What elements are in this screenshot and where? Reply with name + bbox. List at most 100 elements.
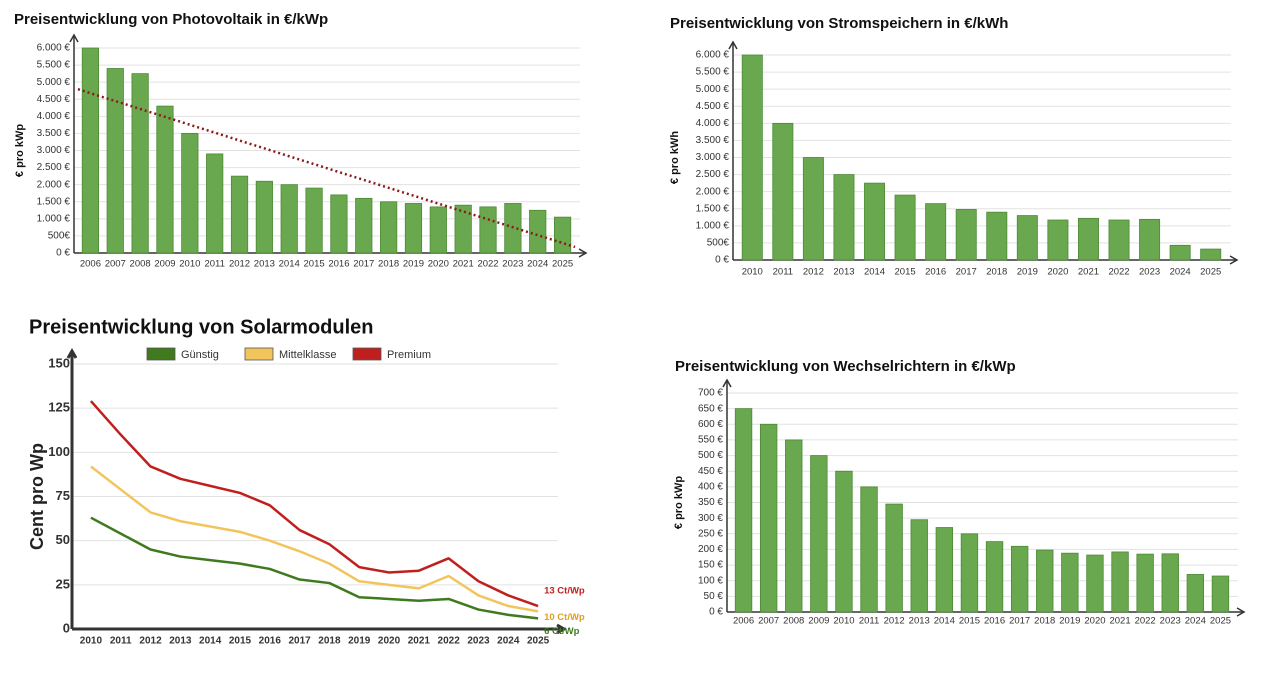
x-tick-label: 2025 [552, 259, 573, 270]
y-tick-label: 125 [48, 400, 70, 415]
y-tick-label: 0 € [715, 255, 729, 266]
y-tick-label: 5.500 € [37, 60, 71, 71]
bar [759, 423, 778, 613]
y-axis-arrow [66, 347, 78, 359]
y-tick-label: 3.000 € [37, 145, 71, 156]
y-axis-arrow [728, 40, 738, 50]
x-tick-label: 2011 [204, 259, 224, 270]
x-tick-label: 2011 [110, 636, 132, 647]
bar [1061, 552, 1079, 613]
bar [1016, 215, 1038, 261]
x-tick-label: 2023 [1160, 616, 1181, 627]
x-tick-label: 2014 [934, 616, 955, 627]
bar [1136, 553, 1154, 613]
x-tick-label: 2014 [864, 267, 885, 278]
x-tick-label: 2022 [1108, 267, 1129, 278]
y-tick-label: 150 € [698, 560, 723, 571]
legend-swatch [352, 347, 382, 361]
chart-title: Preisentwicklung von Solarmodulen [29, 316, 374, 338]
x-tick-label: 2021 [408, 636, 431, 647]
x-tick-label: 2010 [80, 636, 103, 647]
y-tick-label: 4.500 € [696, 101, 730, 112]
bar [156, 105, 174, 254]
x-tick-label: 2010 [833, 616, 854, 627]
x-tick-label: 2023 [467, 636, 490, 647]
bar [810, 455, 828, 613]
bar [106, 68, 124, 254]
x-tick-label: 2018 [378, 259, 399, 270]
x-axis-arrow [1229, 255, 1239, 265]
x-tick-label: 2022 [1135, 616, 1156, 627]
x-axis-arrow [1236, 607, 1246, 617]
end-label: 10 Ct/Wp [544, 612, 585, 623]
bar [305, 187, 323, 254]
bar [955, 209, 977, 261]
legend-label: Günstig [181, 349, 219, 361]
x-tick-label: 2013 [254, 259, 275, 270]
x-tick-label: 2025 [527, 636, 550, 647]
x-tick-label: 2018 [1034, 616, 1055, 627]
y-tick-label: 150 [48, 355, 70, 370]
bar [802, 157, 824, 261]
bar [785, 439, 803, 613]
end-label: 6 Ct/Wp [544, 626, 580, 637]
x-tick-label: 2013 [833, 267, 854, 278]
line [89, 400, 539, 608]
bar [380, 201, 398, 254]
bar [734, 408, 753, 613]
y-tick-label: 6.000 € [696, 50, 730, 61]
bar [910, 519, 928, 613]
x-tick-label: 2022 [438, 636, 461, 647]
x-tick-label: 2006 [733, 616, 754, 627]
y-tick-label: 400 € [698, 481, 723, 492]
x-axis-arrow [578, 248, 588, 258]
x-tick-label: 2012 [803, 267, 824, 278]
x-tick-label: 2012 [884, 616, 905, 627]
x-tick-label: 2021 [1109, 616, 1130, 627]
y-tick-label: 100 € [698, 575, 723, 586]
x-tick-label: 2017 [956, 267, 977, 278]
bar [454, 204, 472, 254]
x-axis-arrow [556, 623, 568, 635]
bar [280, 184, 298, 254]
legend-label: Premium [387, 349, 431, 361]
y-tick-label: 200 € [698, 544, 723, 555]
x-tick-label: 2019 [1017, 267, 1038, 278]
y-tick-label: 650 € [698, 403, 723, 414]
x-tick-label: 2021 [453, 259, 474, 270]
bar [1077, 217, 1099, 261]
bar [355, 197, 373, 254]
y-tick-label: 1.000 € [37, 213, 71, 224]
x-tick-label: 2021 [1078, 267, 1099, 278]
bar [255, 180, 273, 254]
bar [960, 533, 979, 613]
x-tick-label: 2008 [783, 616, 804, 627]
chart-title: Preisentwicklung von Photovoltaik in €/k… [14, 11, 328, 28]
y-tick-label: 4.000 € [37, 111, 71, 122]
bar [181, 133, 199, 254]
bar [1200, 248, 1222, 261]
x-tick-label: 2020 [378, 636, 401, 647]
bar [1047, 219, 1069, 261]
bar [833, 174, 855, 261]
bar [860, 486, 878, 613]
x-tick-label: 2009 [808, 616, 829, 627]
y-tick-label: 600 € [698, 419, 723, 430]
y-tick-label: 6.000 € [37, 43, 71, 54]
chart-title: Preisentwicklung von Wechselrichtern in … [675, 358, 1016, 375]
y-axis-arrow [722, 378, 732, 388]
x-tick-label: 2019 [403, 259, 424, 270]
y-tick-label: 2.500 € [696, 169, 730, 180]
y-axis-label: € pro kWp [14, 124, 26, 177]
x-tick-label: 2007 [105, 259, 126, 270]
bar [230, 175, 249, 254]
y-axis-label: Cent pro Wp [27, 443, 47, 550]
bar [894, 194, 916, 261]
bar [1186, 574, 1205, 613]
line [90, 465, 539, 613]
bar [986, 211, 1008, 261]
x-tick-label: 2010 [179, 259, 200, 270]
y-tick-label: 500€ [48, 231, 71, 242]
bar [1086, 554, 1104, 613]
x-tick-label: 2016 [984, 616, 1005, 627]
